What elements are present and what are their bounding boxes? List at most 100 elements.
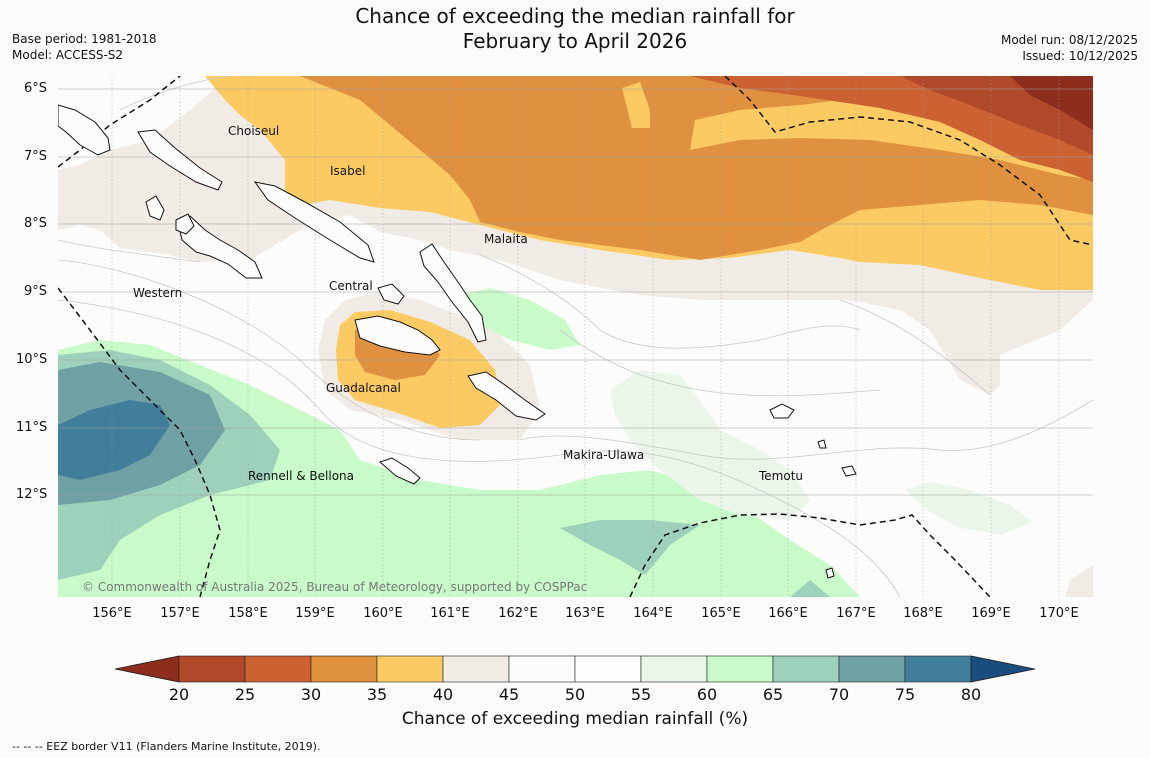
lon-label-157e: 157°E [160,606,200,621]
colorbar-tick-label: 65 [762,685,784,704]
islands [58,104,857,579]
place-malaita: Malaita [484,232,528,246]
place-western: Western [133,286,183,300]
vella-island [145,195,165,221]
place-choiseul: Choiseul [228,124,280,138]
kolombangara-island [175,213,195,235]
title-line-1: Chance of exceeding the median rainfall … [355,4,795,28]
isabel-island [253,181,375,263]
place-rennell-bellona: Rennell & Bellona [248,469,355,483]
zone-65-70-mid [560,520,700,575]
colorbar-swatch [310,655,378,683]
base-period: Base period: 1981-2018 [12,32,157,46]
lat-label-8s: 8°S [24,216,48,231]
lat-label-7s: 7°S [24,149,48,164]
lat-label-9s: 9°S [24,284,48,299]
choiseul-island [137,129,223,191]
model-name: Model: ACCESS-S2 [12,48,124,62]
parallels [58,88,1093,496]
vanikoro-island [841,465,857,477]
colorbar-swatch [442,655,510,683]
colorbar-swatch [640,655,708,683]
colorbar-tick-label: 70 [828,685,850,704]
lat-label-6s: 6°S [24,81,48,96]
colorbar-label: Chance of exceeding median rainfall (%) [401,709,749,729]
lon-label-158e: 158°E [228,606,268,621]
lon-label-162e: 162°E [498,606,538,621]
place-isabel: Isabel [330,164,366,178]
contour-lines [58,76,1093,597]
santa-cruz-island [769,403,795,419]
rennell-island [379,457,421,485]
colorbar-swatch [706,655,774,683]
colorbar-tick-label: 30 [300,685,322,704]
zone-40-45-se-corner [1065,565,1093,597]
colorbar-tick-label: 75 [894,685,916,704]
nggela-island [377,283,405,305]
lat-label-10s: 10°S [16,352,48,367]
place-guadalcanal: Guadalcanal [326,381,401,395]
colorbar-tick-label: 20 [168,685,190,704]
malaita-island [419,243,487,343]
bougainville-island [58,104,111,156]
colorbar-arrow-low [114,655,180,683]
place-central: Central [329,279,373,293]
colorbar-swatch [244,655,312,683]
lat-label-12s: 12°S [16,487,48,502]
footer-legend: -- -- -- EEZ border V11 (Flanders Marine… [12,740,321,753]
copyright-notice: © Commonwealth of Australia 2025, Bureau… [82,580,588,594]
colorbar-tick-label: 80 [960,685,982,704]
colorbar-swatch [178,655,246,683]
lon-label-170e: 170°E [1039,606,1079,621]
colorbar-tick-label: 55 [630,685,652,704]
lon-label-159e: 159°E [295,606,335,621]
colorbar-tick-label: 35 [366,685,388,704]
issued-date: Issued: 10/12/2025 [1022,49,1138,63]
place-makira-ulawa: Makira-Ulawa [563,448,645,462]
colorbar-swatch [838,655,906,683]
chart-title: Chance of exceeding the median rainfall … [0,4,1150,54]
colorbar-tick-label: 45 [498,685,520,704]
place-temotu: Temotu [759,469,804,483]
makira-island [467,371,546,421]
colorbar-swatch [772,655,840,683]
model-run: Model run: 08/12/2025 [1000,33,1138,47]
lon-label-167e: 167°E [836,606,876,621]
zone-below-20-ne [1010,76,1093,130]
utupua-island [817,439,827,449]
zone-35-40-patch [622,82,650,128]
zone-55-60-east [610,370,810,520]
colorbar-tick-label: 60 [696,685,718,704]
colorbar-arrow-high [970,655,1036,683]
lon-label-156e: 156°E [92,606,132,621]
colorbar-swatch [574,655,642,683]
lon-label-164e: 164°E [633,606,673,621]
graticule [58,76,1093,597]
title-line-2: February to April 2026 [462,29,688,53]
zone-60-65-central [460,288,580,350]
colorbar-tick-label: 50 [564,685,586,704]
lon-label-169e: 169°E [971,606,1011,621]
new-georgia-island [177,215,263,279]
lon-label-168e: 168°E [903,606,943,621]
colorbar-swatch [508,655,576,683]
colorbar-tick-label: 25 [234,685,256,704]
colorbar-tick-label: 40 [432,685,454,704]
zone-65-70-se [790,580,830,597]
guadalcanal-island [354,315,441,356]
lon-label-160e: 160°E [363,606,403,621]
meta-left: Base period: 1981-2018 Model: ACCESS-S2 [12,31,157,63]
lon-label-161e: 161°E [430,606,470,621]
meta-right: Model run: 08/12/2025 Issued: 10/12/2025 [1001,32,1138,64]
colorbar-swatch [904,655,972,683]
zone-75-80-sw [58,400,170,480]
lat-label-11s: 11°S [16,420,48,435]
lon-label-163e: 163°E [565,606,605,621]
tikopia-island [825,567,835,579]
lon-label-166e: 166°E [768,606,808,621]
colorbar [114,655,1036,683]
colorbar-swatch [376,655,444,683]
eez-border [58,76,1093,597]
lon-label-165e: 165°E [701,606,741,621]
